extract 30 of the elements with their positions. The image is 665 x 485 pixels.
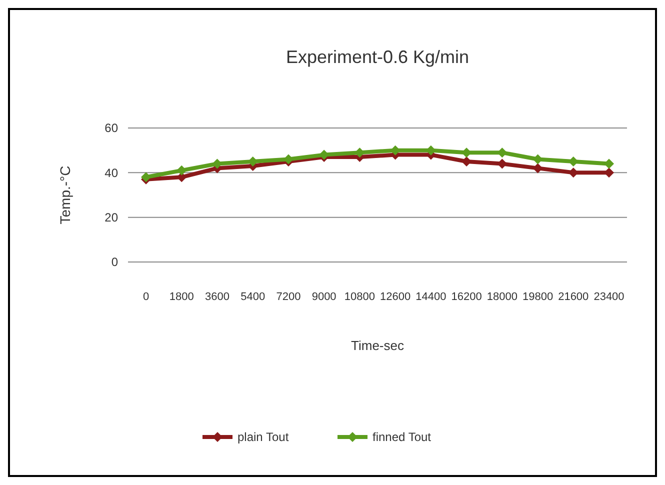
x-tick-label: 9000 (312, 291, 336, 303)
chart-title: Experiment-0.6 Kg/min (286, 47, 470, 67)
x-tick-label: 0 (142, 291, 150, 303)
point (604, 168, 614, 178)
point (354, 148, 365, 158)
x-tick-label: 12600 (380, 291, 411, 303)
point (497, 148, 508, 158)
x-tick-label: 10800 (344, 291, 375, 303)
point (176, 165, 187, 176)
y-tick-label: 60 (104, 121, 118, 136)
y-tick-label: 0 (111, 255, 118, 270)
y-tick-label: 40 (104, 166, 118, 180)
x-tick-label: 23400 (594, 291, 624, 303)
x-tick-label: 18000 (486, 291, 518, 303)
x-axis-title: Time-sec (351, 338, 404, 353)
x-tick-label: 3600 (204, 291, 230, 303)
y-axis-title: Temp.-°C (57, 166, 73, 224)
x-tick-label: 21600 (558, 291, 589, 303)
point (604, 158, 614, 169)
legend-label: finned Tout (372, 430, 432, 444)
x-tick-label: 5400 (240, 291, 266, 303)
point (532, 163, 543, 174)
x-tick-label: 14400 (416, 291, 446, 303)
x-tick-label: 7200 (276, 291, 301, 303)
point (568, 168, 578, 178)
x-tick-label: 16200 (451, 291, 482, 303)
x-tick-label: 19800 (522, 291, 554, 303)
legend-label: plain Tout (238, 430, 290, 444)
x-tick-label: 1800 (169, 291, 194, 303)
y-tick-label: 20 (104, 210, 118, 225)
